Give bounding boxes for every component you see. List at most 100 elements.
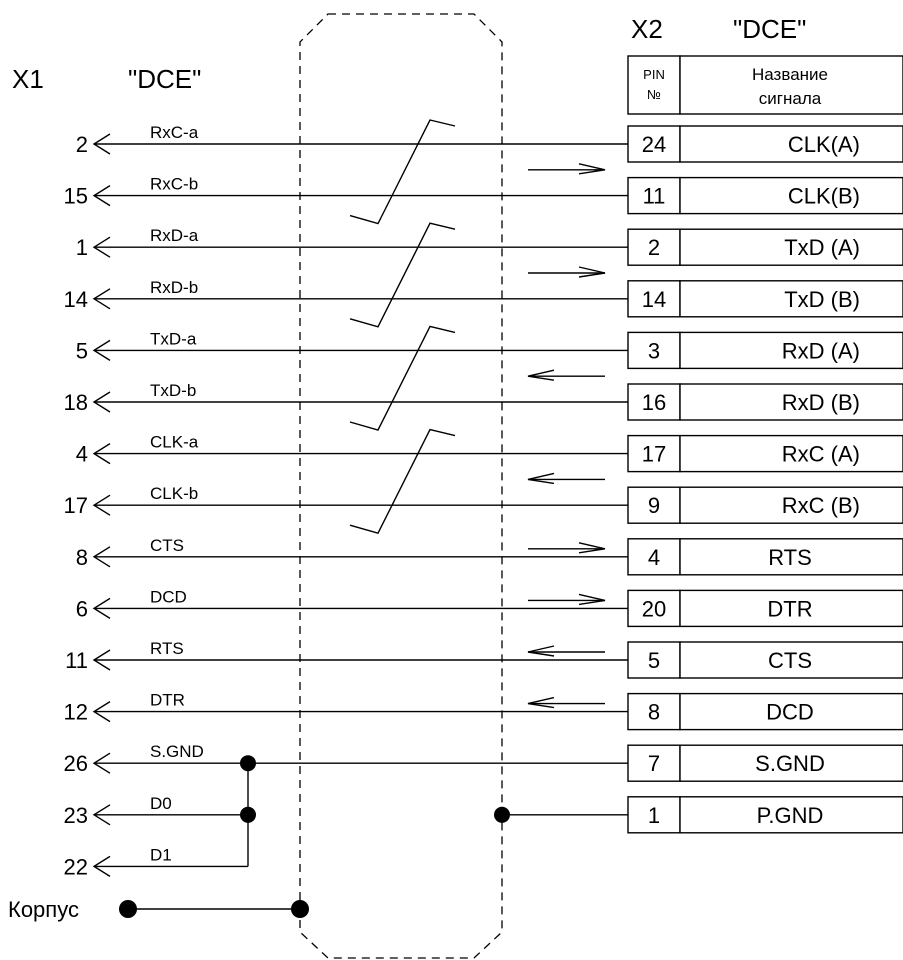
x2-pin-number: 3 — [648, 338, 660, 363]
x2-signal-name: CLK(B) — [788, 184, 860, 209]
x2-pin-cell — [627, 383, 681, 421]
x2-signal-name: S.GND — [755, 751, 825, 776]
x1-pin-number: 14 — [64, 287, 88, 312]
x2-name-cell — [679, 796, 903, 834]
x2-signal-name: RxD (A) — [782, 338, 860, 363]
x1-pin-number: 1 — [76, 235, 88, 260]
x1-signal-label: RxD-a — [150, 226, 199, 245]
x2-name-cell — [679, 383, 903, 421]
x2-header-pin-cell — [627, 55, 681, 115]
x1-signal-label: CTS — [150, 536, 184, 555]
x2-pin-number: 17 — [642, 442, 666, 467]
x1-pin-number: 8 — [76, 545, 88, 570]
x2-pin-number: 24 — [642, 132, 666, 157]
x2-name-cell — [679, 641, 903, 679]
x1-pin-number: 18 — [64, 390, 88, 415]
x1-signal-label: CLK-a — [150, 433, 199, 452]
x2-pin-number: 14 — [642, 287, 666, 312]
x2-signal-name: CLK(A) — [788, 132, 860, 157]
x2-col-pin-bottom: № — [647, 87, 661, 102]
x1-pin-number: 5 — [76, 338, 88, 363]
x1-signal-label: S.GND — [150, 742, 204, 761]
x2-name-cell — [679, 486, 903, 524]
x2-pin-cell — [627, 796, 681, 834]
x2-pin-cell — [627, 538, 681, 576]
x1-signal-label: TxD-b — [150, 381, 196, 400]
x1-pin-number: 4 — [76, 442, 88, 467]
x2-pin-cell — [627, 125, 681, 163]
x1-signal-label: RxC-b — [150, 175, 198, 194]
x1-pin-number: 23 — [64, 803, 88, 828]
x1-signal-label: DCD — [150, 587, 187, 606]
x1-pin-number: 6 — [76, 596, 88, 621]
twisted-pair-mark — [349, 325, 456, 431]
x2-signal-name: RxD (B) — [782, 390, 860, 415]
x1-pin-number: 22 — [64, 854, 88, 879]
x2-col-pin-top: PIN — [643, 67, 665, 82]
x1-signal-label: TxD-a — [150, 329, 197, 348]
x2-pin-number: 1 — [648, 803, 660, 828]
x2-pin-number: 4 — [648, 545, 660, 570]
x1-pin-number: 11 — [65, 648, 88, 673]
twist-and-ground-layer — [119, 119, 628, 918]
x2-pin-cell — [627, 176, 681, 215]
x2-signal-name: DTR — [767, 596, 812, 621]
control-direction-arrow-head — [527, 696, 555, 709]
x2-pin-cell — [627, 228, 681, 266]
chassis-label: Корпус — [8, 897, 79, 922]
x2-name-cell — [679, 744, 903, 782]
d0-junction-dot — [240, 806, 256, 823]
x2-signal-name: RxC (B) — [782, 493, 860, 518]
x2-name-cell — [679, 125, 903, 163]
x1-pin-number: 2 — [76, 132, 88, 157]
twisted-pair-mark — [349, 119, 456, 225]
x2-signal-name: RxC (A) — [782, 442, 860, 467]
x2-pin-number: 16 — [642, 390, 666, 415]
x2-pin-number: 8 — [648, 700, 660, 725]
x2-name-cell — [679, 538, 903, 576]
x1-signal-label: D1 — [150, 845, 172, 864]
x2-signal-name: TxD (A) — [784, 235, 860, 260]
x2-signal-name: TxD (B) — [784, 287, 860, 312]
pair-direction-arrow-head — [578, 266, 606, 278]
x2-pin-cell — [627, 641, 681, 679]
x2-pin-number: 7 — [648, 751, 660, 776]
pair-direction-arrow-head — [527, 369, 555, 381]
x1-pin-number: 17 — [64, 493, 88, 518]
x1-pin-number: 12 — [64, 700, 88, 725]
pair-direction-arrow-head — [578, 163, 606, 175]
x2-pin-number: 2 — [648, 235, 660, 260]
x1-pin-number: 15 — [64, 184, 88, 209]
cable-shield-outline — [299, 13, 503, 959]
control-direction-arrow-head — [527, 645, 555, 657]
x2-pin-number: 9 — [648, 493, 660, 518]
x1-signal-label: RTS — [150, 639, 184, 658]
x1-designator: X1 — [12, 64, 44, 94]
x2-pin-cell — [627, 280, 681, 318]
x2-signal-name: DCD — [766, 700, 814, 725]
sgnd-junction-dot — [240, 755, 256, 772]
x2-pin-cell — [627, 486, 681, 524]
x2-signal-name: RTS — [768, 545, 812, 570]
x1-signal-label: D0 — [150, 794, 172, 813]
x2-header-name-cell — [679, 55, 903, 115]
x2-name-cell — [679, 176, 903, 215]
twisted-pair-mark — [349, 428, 456, 535]
x1-signal-label: RxD-b — [150, 278, 198, 297]
x2-type: "DCE" — [733, 14, 806, 44]
x2-col-name-top: Название — [752, 65, 828, 84]
x2-signal-name: CTS — [768, 648, 812, 673]
x2-pin-number: 5 — [648, 648, 660, 673]
x2-pin-number: 20 — [642, 596, 666, 621]
x2-name-cell — [679, 331, 903, 370]
chassis-terminal-dot — [119, 900, 137, 918]
twisted-pair-mark — [349, 222, 456, 328]
x2-pin-cell — [627, 692, 681, 731]
x2-name-cell — [679, 280, 903, 318]
x1-signal-label: CLK-b — [150, 484, 198, 503]
signal-rows: 2 RxC-a 24 CLK(A)15 RxC-b 11 CLK(B)1 RxD-a 2 TxD … — [64, 123, 903, 879]
x2-name-cell — [679, 692, 903, 731]
x2-col-name-bottom: сигнала — [759, 89, 822, 108]
x2-pin-cell — [627, 589, 681, 628]
